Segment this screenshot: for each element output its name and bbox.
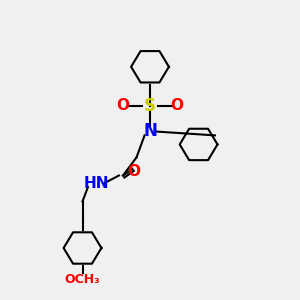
Text: O: O [127,164,140,179]
Text: O: O [116,98,130,113]
Text: OCH₃: OCH₃ [65,273,100,286]
Text: HN: HN [83,176,109,191]
Text: O: O [170,98,184,113]
Text: N: N [143,122,157,140]
Text: S: S [144,97,156,115]
